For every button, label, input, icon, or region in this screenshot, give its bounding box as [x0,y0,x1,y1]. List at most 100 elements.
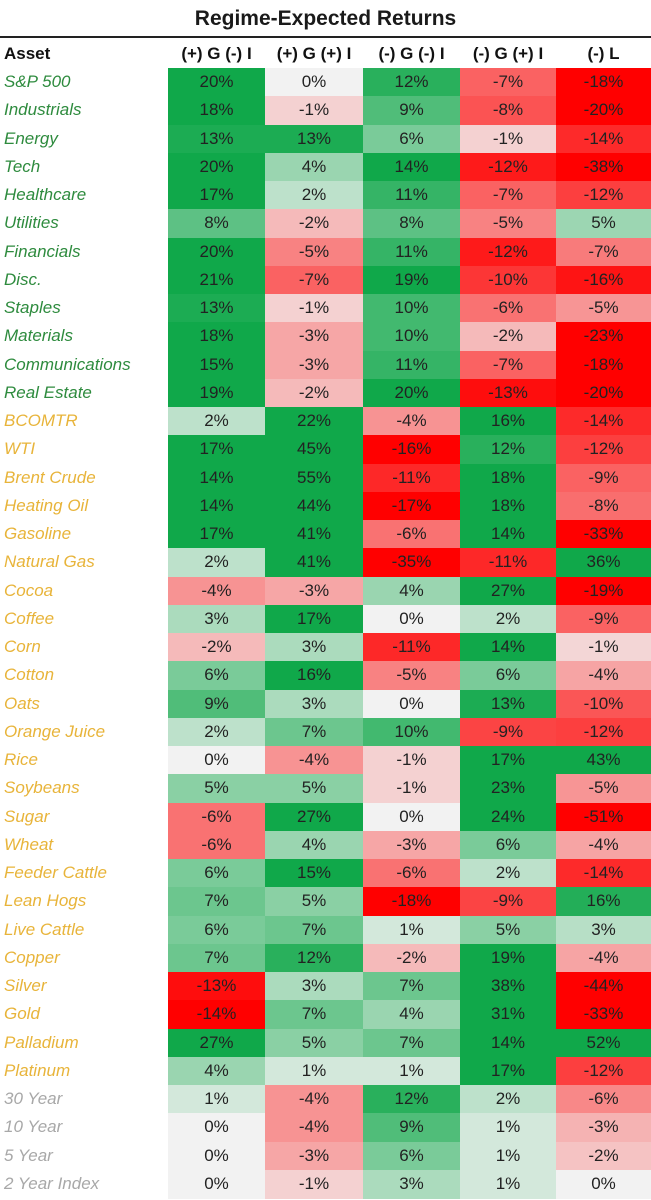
heatmap-cell: -33% [556,520,651,549]
asset-label: Financials [4,241,81,261]
heatmap-cell: -4% [265,1113,363,1142]
heatmap-cell: 1% [460,1113,556,1142]
heatmap-cell: 11% [363,350,460,380]
heatmap-cell: -4% [556,661,651,690]
heatmap-cell: 14% [460,633,556,662]
heatmap-cell: 45% [265,435,363,464]
table-row: Staples 13% -1% 10% -6% -5% [0,294,651,323]
asset-label: WTI [4,439,36,459]
table-row: Wheat -6% 4% -3% 6% -4% [0,830,651,860]
heatmap-cell: 0% [265,68,363,97]
heatmap-cell: -8% [460,96,556,125]
asset-label: Silver [4,976,47,995]
asset-label: BCOMTR [4,411,78,430]
heatmap-cell: 20% [168,237,265,267]
heatmap-cell: 1% [363,1056,460,1086]
heatmap-cell: 27% [460,576,556,606]
heatmap-cell: -35% [363,548,460,577]
heatmap-cell: 17% [168,520,265,549]
heatmap-cell: 13% [168,294,265,323]
table-row: Cocoa -4% -3% 4% 27% -19% [0,576,651,606]
heatmap-cell: 23% [460,774,556,803]
heatmap-cell: 10% [363,322,460,351]
heatmap-cell: 0% [168,1169,265,1199]
heatmap-cell: -1% [363,746,460,775]
heatmap-cell: -2% [168,633,265,662]
heatmap-cell: 0% [168,1141,265,1171]
heatmap-cell: 3% [556,915,651,945]
asset-label: Palladium [4,1032,79,1052]
table-row: 2 Year Index 0% -1% 3% 1% 0% [0,1169,651,1199]
table-row: Soybeans 5% 5% -1% 23% -5% [0,774,651,803]
heatmap-cell: 1% [460,1169,556,1199]
table-row: Healthcare 17% 2% 11% -7% -12% [0,181,651,210]
heatmap-cell: 16% [460,407,556,436]
heatmap-cell: 19% [363,265,460,295]
table-row: Live Cattle 6% 7% 1% 5% 3% [0,915,651,945]
heatmap-cell: -11% [363,463,460,493]
heatmap-cell: 12% [460,435,556,464]
asset-label: Oats [4,693,40,713]
heatmap-cell: 10% [363,717,460,747]
table-row: Silver -13% 3% 7% 38% -44% [0,972,651,1001]
heatmap-cell: 15% [265,859,363,888]
asset-label: Healthcare [4,185,87,204]
heatmap-cell: 27% [168,1028,265,1058]
heatmap-cell: 52% [556,1028,651,1058]
heatmap-cell: -18% [556,68,651,97]
heatmap-cell: -7% [556,237,651,267]
heatmap-cell: 7% [168,943,265,973]
table-row: Copper 7% 12% -2% 19% -4% [0,943,651,973]
heatmap-cell: 2% [265,181,363,210]
asset-label: Brent Crude [4,467,96,487]
heatmap-cell: -7% [460,350,556,380]
heatmap-cell: -12% [460,237,556,267]
table-row: Financials 20% -5% 11% -12% -7% [0,237,651,267]
asset-label: Real Estate [4,382,92,402]
table-row: Coffee 3% 17% 0% 2% -9% [0,604,651,634]
asset-label: Gold [4,1004,40,1024]
asset-label: Communications [4,354,131,374]
heatmap-cell: 36% [556,548,651,577]
heatmap-cell: 16% [556,887,651,916]
heatmap-cell: 17% [168,435,265,464]
heatmap-cell: 6% [363,1141,460,1171]
header-col: (-) L [587,44,620,63]
heatmap-cell: 18% [168,96,265,125]
asset-label: Heating Oil [4,495,89,515]
asset-label: Corn [4,637,41,656]
heatmap-cell: 8% [168,209,265,238]
heatmap-cell: 11% [363,181,460,210]
heatmap-cell: -2% [265,209,363,238]
heatmap-cell: -14% [556,859,651,888]
heatmap-cell: -1% [460,124,556,154]
heatmap-cell: 8% [363,209,460,238]
heatmap-cell: -14% [556,407,651,436]
heatmap-cell: -10% [460,265,556,295]
table-row: Feeder Cattle 6% 15% -6% 2% -14% [0,859,651,888]
heatmap-cell: -1% [265,96,363,125]
heatmap-cell: 18% [168,322,265,351]
heatmap-cell: -1% [363,774,460,803]
heatmap-cell: 17% [460,746,556,775]
heatmap-cell: -23% [556,322,651,351]
heatmap-cell: 17% [265,604,363,634]
heatmap-cell: -2% [556,1141,651,1171]
heatmap-cell: 3% [363,1169,460,1199]
heatmap-cell: -5% [556,774,651,803]
heatmap-cell: 6% [460,661,556,690]
heatmap-cell: -4% [168,576,265,606]
table-row: Gold -14% 7% 4% 31% -33% [0,1000,651,1029]
asset-label: Cocoa [4,580,54,600]
table-row: Gasoline 17% 41% -6% 14% -33% [0,520,651,549]
asset-label: Rice [4,750,39,769]
heatmap-cell: 9% [363,1113,460,1142]
heatmap-cell: 16% [265,661,363,690]
heatmap-cell: 24% [460,802,556,832]
asset-label: 2 Year Index [4,1173,100,1193]
table-row: Natural Gas 2% 41% -35% -11% 36% [0,548,651,577]
heatmap-cell: 7% [265,915,363,945]
heatmap-cell: -6% [168,802,265,832]
heatmap-cell: -13% [168,972,265,1001]
table-row: Palladium 27% 5% 7% 14% 52% [0,1028,651,1058]
